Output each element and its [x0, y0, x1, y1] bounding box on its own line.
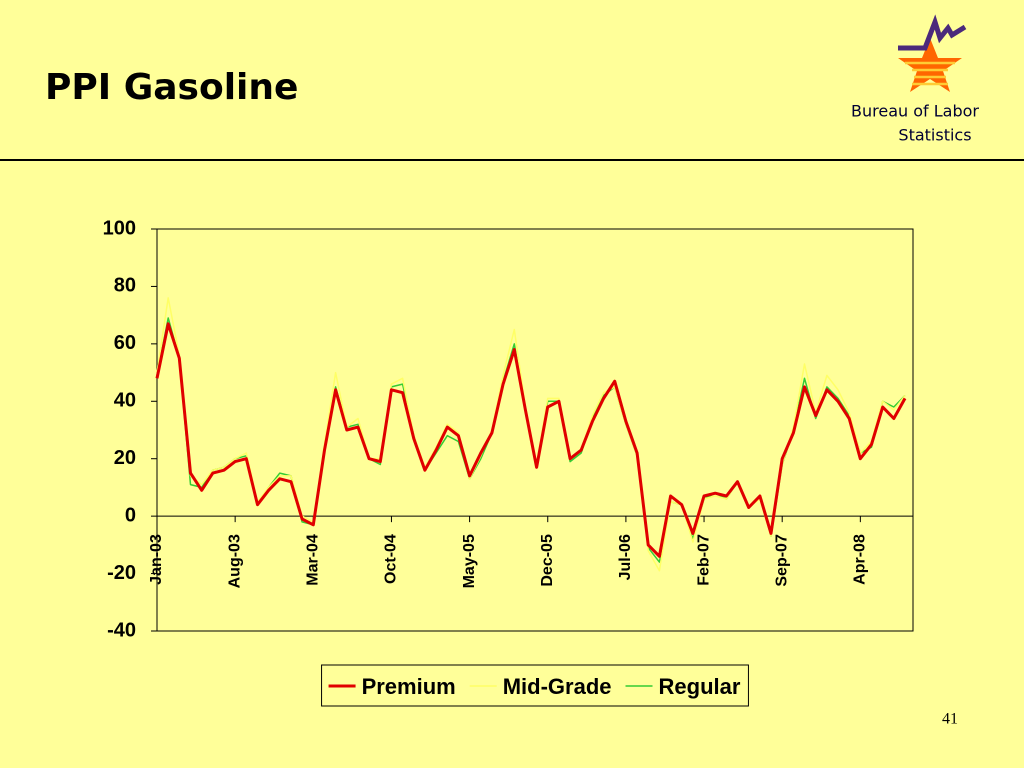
legend: Premium Mid-Grade Regular: [321, 664, 749, 707]
x-tick-label: Dec-05: [539, 534, 556, 587]
x-tick-label: May-05: [461, 534, 478, 588]
y-tick-label: 80: [114, 275, 136, 297]
y-tick-label: 20: [114, 447, 136, 469]
legend-label: Premium: [362, 674, 456, 699]
plot-area: [156, 228, 914, 632]
org-line: Bureau of Labor: [851, 102, 979, 121]
y-tick-label: 0: [125, 504, 136, 526]
logo-stripes: [905, 61, 955, 86]
y-tick-label: 40: [114, 390, 136, 412]
x-tick-label: Apr-08: [852, 534, 869, 585]
bls-logo: [898, 14, 967, 92]
legend-box: [321, 664, 749, 707]
y-tick-label: -20: [107, 562, 136, 584]
logo-star: [898, 38, 962, 92]
x-tick-label: Mar-04: [305, 534, 322, 586]
legend-label: Mid-Grade: [503, 674, 612, 699]
slide-title: PPI Gasoline: [45, 67, 298, 108]
x-tick-label: Aug-03: [226, 534, 243, 588]
y-tick-label: 60: [114, 332, 136, 354]
x-tick-label: Feb-07: [695, 534, 712, 586]
legend-label: Regular: [659, 674, 741, 699]
logo-swoosh: [898, 14, 967, 51]
page-number: 41: [942, 711, 958, 728]
x-tick-label: Jan-03: [148, 534, 165, 585]
x-tick-label: Oct-04: [383, 534, 400, 584]
y-tick-label: 100: [103, 217, 136, 239]
org-line: Statistics: [898, 126, 971, 145]
x-tick-label: Jul-06: [617, 534, 634, 580]
x-tick-label: Sep-07: [773, 534, 790, 587]
y-tick-label: -40: [107, 619, 136, 641]
series-line: [155, 322, 907, 558]
